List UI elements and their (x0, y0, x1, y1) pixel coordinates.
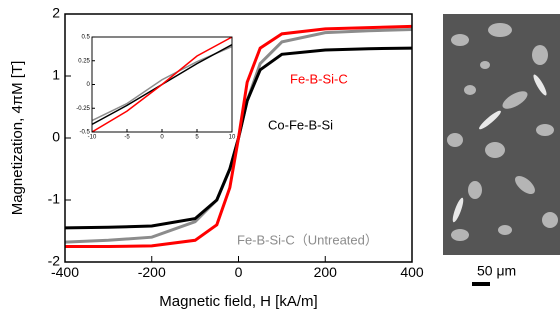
series-label: Co-Fe-B-Si (268, 117, 333, 132)
x-tick-label: 10 (229, 134, 236, 140)
scale-label: 50 μm (477, 263, 516, 279)
y-tick-label: 0 (52, 129, 60, 145)
x-axis-label: Magnetic field, H [kA/m] (159, 293, 317, 310)
y-tick-label: 0.5 (82, 35, 91, 41)
x-tick-label: -5 (124, 134, 130, 140)
y-tick-label: -0.25 (76, 106, 90, 112)
x-tick-label: 5 (195, 134, 199, 140)
x-tick-label: 200 (314, 264, 338, 280)
x-tick-label: 0 (235, 264, 243, 280)
series-label: Fe-B-Si-C（Untreated） (237, 232, 378, 247)
y-axis-label: Magnetization, 4πM [T] (9, 61, 26, 216)
y-tick-label: 2 (52, 5, 60, 21)
y-tick-label: 1 (52, 67, 60, 83)
x-tick-label: -200 (138, 264, 166, 280)
y-tick-label: 0 (87, 82, 91, 88)
y-tick-label: -2 (48, 253, 61, 269)
figure: 50 μm Fe-B-Si-C（Untreated） Co-Fe-B-Si Fe-B… (0, 0, 560, 326)
series-label: Fe-B-Si-C (290, 71, 348, 86)
y-tick-label: -0.5 (80, 130, 91, 136)
micrograph (443, 14, 560, 255)
y-tick-label: -1 (48, 191, 61, 207)
y-tick-label: 0.25 (78, 58, 90, 64)
x-tick-label: 400 (400, 264, 424, 280)
x-tick-label: 0 (160, 134, 164, 140)
scale-bar (472, 282, 490, 286)
